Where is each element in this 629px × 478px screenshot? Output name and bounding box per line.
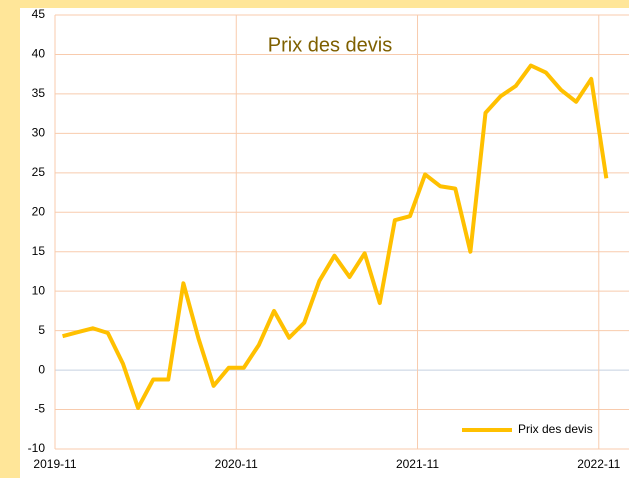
y-tick-label: 35 — [32, 86, 46, 100]
x-tick-label: 2022-11 — [577, 457, 620, 471]
line — [62, 63, 609, 410]
legend-label: Prix des devis — [518, 422, 593, 436]
y-tick-label: 30 — [32, 126, 46, 140]
x-tick-label: 2021-11 — [396, 457, 439, 471]
y-tick-label: 5 — [38, 323, 45, 337]
y-tick-label: 20 — [32, 204, 46, 218]
chart-area — [20, 8, 629, 478]
y-tick-label: 15 — [32, 244, 46, 258]
y-tick-label: -10 — [28, 441, 46, 455]
x-tick-label: 2020-11 — [215, 457, 258, 471]
chart-title: Prix des devis — [268, 34, 393, 56]
y-tick-label: 25 — [32, 165, 46, 179]
x-tick-label: 2019-11 — [33, 457, 76, 471]
y-tick-label: 0 — [38, 362, 45, 376]
y-tick-label: -5 — [34, 402, 45, 416]
y-tick-label: 40 — [32, 47, 46, 61]
y-tick-label: 10 — [32, 283, 46, 297]
y-tick-label: 45 — [32, 7, 46, 21]
